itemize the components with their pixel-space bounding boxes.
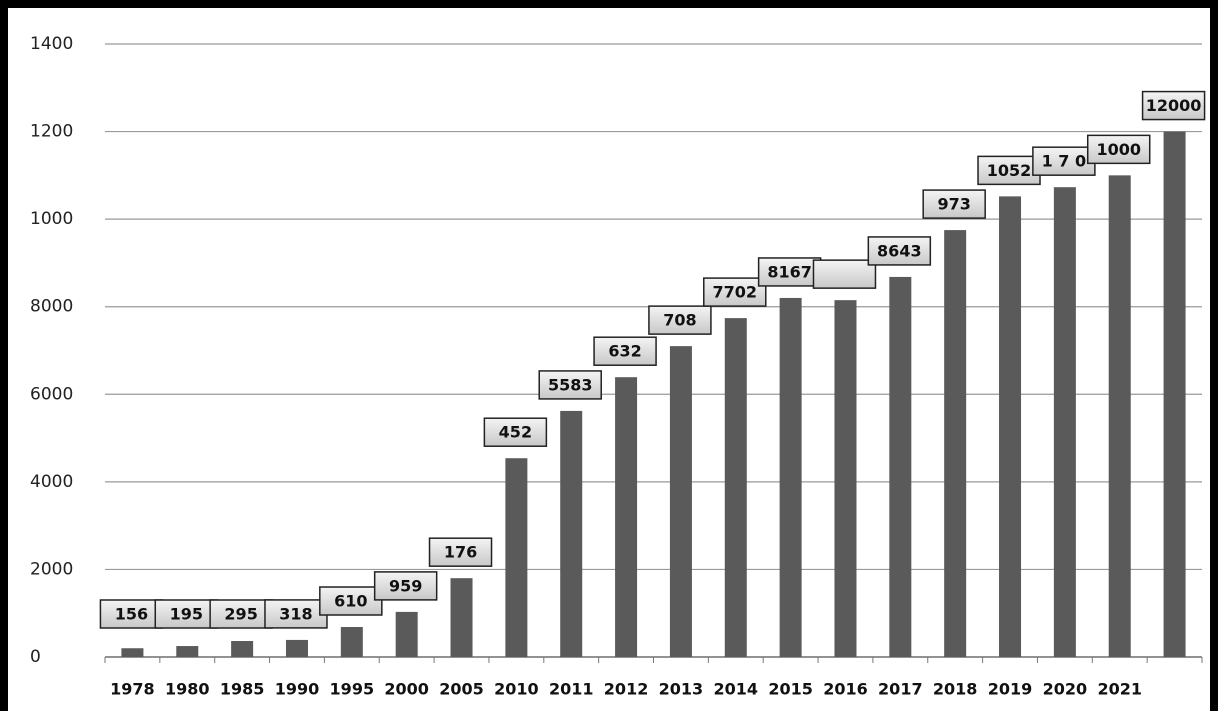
bar [999,196,1022,658]
value-label: 610 [334,592,367,611]
bar [560,410,583,657]
y-tick-label: 8000 [30,297,73,317]
x-tick-label: 2012 [604,680,649,699]
bar [340,627,363,657]
x-tick-label: 1985 [220,680,265,699]
value-label-box [373,571,438,601]
x-tick-label: 2021 [1097,680,1142,699]
bar [176,646,199,657]
bar [944,230,967,657]
value-label: 1052 [987,161,1032,180]
value-label: 1 7 0 [1042,152,1087,171]
x-tick-label: 2019 [988,680,1033,699]
bar [395,611,418,657]
value-label-box [1086,134,1151,165]
y-tick-label: 6000 [30,384,73,404]
y-tick-label: 2000 [30,559,73,579]
x-tick-label: 2016 [823,680,868,699]
value-label: 7702 [713,283,758,302]
x-tick-label: 1980 [165,680,210,699]
value-label-box [538,370,602,400]
bar [450,578,473,657]
value-label: 318 [279,604,312,623]
value-label-box [593,336,657,366]
value-label: 452 [499,423,532,442]
x-tick-label: 2018 [933,680,978,699]
bar [779,297,802,657]
value-label: 295 [224,605,257,624]
y-tick-label: 1400 [30,34,73,54]
bar [669,346,692,657]
bar [505,458,528,657]
value-label: 973 [937,195,970,214]
value-label: 176 [444,543,477,562]
bar [889,276,912,657]
value-label-box [319,586,383,616]
y-tick-label: 1000 [30,209,73,229]
bar [615,377,638,657]
x-tick-label: 1990 [275,680,320,699]
bar [231,641,254,657]
value-label-box [757,257,822,287]
value-label-box [1032,146,1096,176]
value-label: 708 [663,311,696,330]
x-tick-label: 2011 [549,680,594,699]
value-label-box [977,155,1041,186]
value-label: 195 [170,605,203,624]
x-tick-label: 1978 [110,680,155,699]
x-tick-label: 2014 [714,680,759,699]
value-label-box [428,537,493,567]
value-label-box [1141,90,1206,121]
x-tick-label: 2015 [768,680,813,699]
value-label: 8167 [767,262,812,281]
value-label-box [99,599,164,629]
value-label-box [812,259,877,289]
value-label: 632 [608,342,641,361]
value-label-box [922,189,986,219]
bar [1108,175,1131,657]
bar [121,648,144,657]
bar [834,300,857,657]
value-label: 1000 [1096,140,1141,159]
bar [1053,187,1076,657]
value-label: 8643 [877,241,922,260]
x-tick-label: 2010 [494,680,539,699]
x-tick-label: 1995 [330,680,375,699]
x-tick-label: 2000 [384,680,429,699]
value-label-box [209,599,273,629]
bar [285,639,308,657]
value-label: 5583 [548,375,593,394]
x-tick-label: 2013 [659,680,704,699]
value-label-box [867,236,932,266]
y-tick-label: 4000 [30,472,73,492]
value-label-box [703,277,767,307]
y-tick-label: 1200 [30,122,73,142]
value-label-box [648,305,712,335]
value-label-box [483,417,548,447]
value-label: 959 [389,576,422,595]
bar [724,318,747,657]
x-tick-label: 2017 [878,680,923,699]
bar [1163,131,1186,658]
value-label: 156 [115,605,148,624]
value-label: 12000 [1146,96,1202,115]
x-tick-label: 2005 [439,680,484,699]
value-label-box [154,599,219,629]
y-tick-label: 0 [30,647,41,667]
x-tick-label: 2020 [1043,680,1088,699]
